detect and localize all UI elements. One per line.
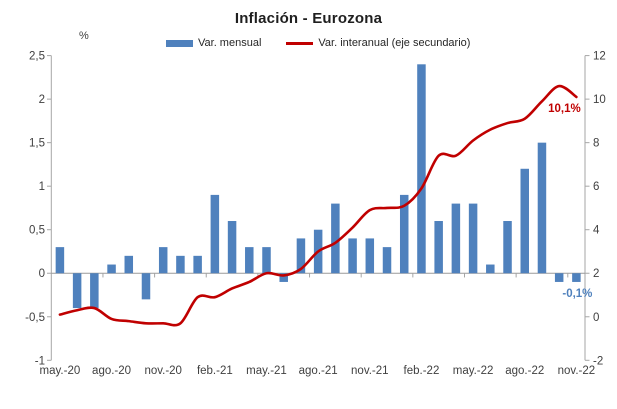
bar-ago.-22 — [520, 168, 529, 274]
legend-item-var-mensual: Var. mensual — [166, 37, 261, 49]
right-axis-tick-label: 12 — [593, 51, 606, 63]
bar-sep.-22 — [537, 142, 547, 274]
right-axis-tick-label: 2 — [593, 268, 599, 280]
bar-jun.-22 — [486, 264, 495, 274]
bar-jul.-21 — [296, 238, 306, 274]
x-axis-label: ago.-20 — [92, 365, 131, 377]
right-axis-tick-label: 0 — [593, 312, 599, 324]
x-axis-label: ago.-21 — [299, 365, 338, 377]
bar-may.-20 — [55, 247, 65, 274]
bar-ene.-21 — [193, 255, 202, 274]
line-end-value-label: 10,1% — [548, 103, 581, 115]
bar-oct.-22 — [554, 273, 564, 282]
bar-mar.-21 — [227, 221, 237, 274]
line-swatch-icon — [286, 41, 314, 45]
left-axis-tick-label: 2 — [39, 94, 45, 106]
left-axis-tick-label: 0,5 — [29, 225, 45, 237]
bar-sep.-20 — [124, 255, 134, 274]
left-axis-tick-label: 2,5 — [29, 51, 45, 63]
x-axis-label: nov.-20 — [144, 365, 182, 377]
x-axis-label: feb.-22 — [404, 365, 440, 377]
bar-dic.-21 — [382, 247, 392, 274]
left-axis-tick-label: 1,5 — [29, 138, 45, 150]
chart-title: Inflación - Eurozona — [234, 10, 383, 27]
legend-label-mensual: Var. mensual — [198, 37, 262, 49]
legend: Var. mensual Var. interanual (eje secund… — [166, 37, 470, 49]
bar-jun.-21 — [279, 273, 288, 282]
bar-oct.-20 — [141, 273, 151, 300]
x-axis-label: feb.-21 — [197, 365, 233, 377]
bar-feb.-21 — [210, 194, 220, 274]
right-axis-tick-label: 10 — [593, 94, 606, 106]
bar-nov.-22 — [572, 273, 581, 282]
bar-nov.-20 — [158, 247, 168, 274]
bar-dic.-20 — [176, 255, 185, 274]
x-axis-label: ago.-22 — [505, 365, 544, 377]
bar-jun.-20 — [72, 273, 82, 309]
left-axis-tick-label: -0,5 — [25, 312, 45, 324]
left-axis-unit-label: % — [79, 30, 89, 42]
x-axis-label: may.-21 — [246, 365, 287, 377]
interanual-line — [58, 84, 578, 327]
x-axis-label: nov.-21 — [351, 365, 389, 377]
bar-swatch-icon — [166, 39, 193, 47]
right-axis-tick-label: 8 — [593, 138, 599, 150]
right-axis-tick-label: -2 — [593, 355, 603, 367]
left-axis-tick-label: -1 — [35, 355, 45, 367]
bar-sep.-21 — [331, 203, 340, 274]
x-axis-label: may.-22 — [453, 365, 494, 377]
bar-jul.-20 — [90, 273, 99, 309]
bar-nov.-21 — [365, 238, 375, 274]
bar-may.-22 — [468, 203, 478, 274]
bar-ene.-22 — [399, 194, 409, 274]
bar-jul.-22 — [503, 221, 512, 274]
x-axis-label: nov.-22 — [558, 365, 596, 377]
right-axis-tick-label: 4 — [593, 225, 600, 237]
bar-may.-21 — [262, 247, 271, 274]
x-axis-label: may.-20 — [40, 365, 81, 377]
left-axis-tick-label: 1 — [39, 181, 45, 193]
legend-item-var-interanual: Var. interanual (eje secundario) — [286, 37, 470, 49]
right-axis-tick-label: 6 — [593, 181, 599, 193]
bar-abr.-21 — [245, 247, 254, 274]
left-axis-tick-label: 0 — [39, 268, 45, 280]
bar-mar.-22 — [434, 221, 443, 274]
bar-abr.-22 — [451, 203, 461, 274]
bar-feb.-22 — [417, 64, 426, 274]
last-bar-value-label: -0,1% — [562, 288, 592, 300]
legend-label-interanual: Var. interanual (eje secundario) — [318, 37, 471, 49]
bar-oct.-21 — [348, 238, 357, 274]
bar-ago.-20 — [107, 264, 116, 274]
